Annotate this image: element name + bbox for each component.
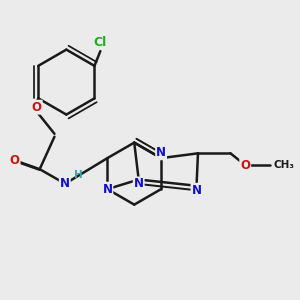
Text: H: H	[74, 170, 82, 180]
Text: CH₃: CH₃	[273, 160, 294, 170]
Text: N: N	[156, 146, 166, 159]
Text: O: O	[240, 159, 250, 172]
Text: N: N	[134, 178, 144, 190]
Text: Cl: Cl	[94, 36, 107, 49]
Text: N: N	[191, 184, 202, 197]
Text: N: N	[102, 183, 112, 196]
Text: N: N	[60, 178, 70, 190]
Text: O: O	[10, 154, 20, 167]
Text: O: O	[32, 101, 42, 114]
